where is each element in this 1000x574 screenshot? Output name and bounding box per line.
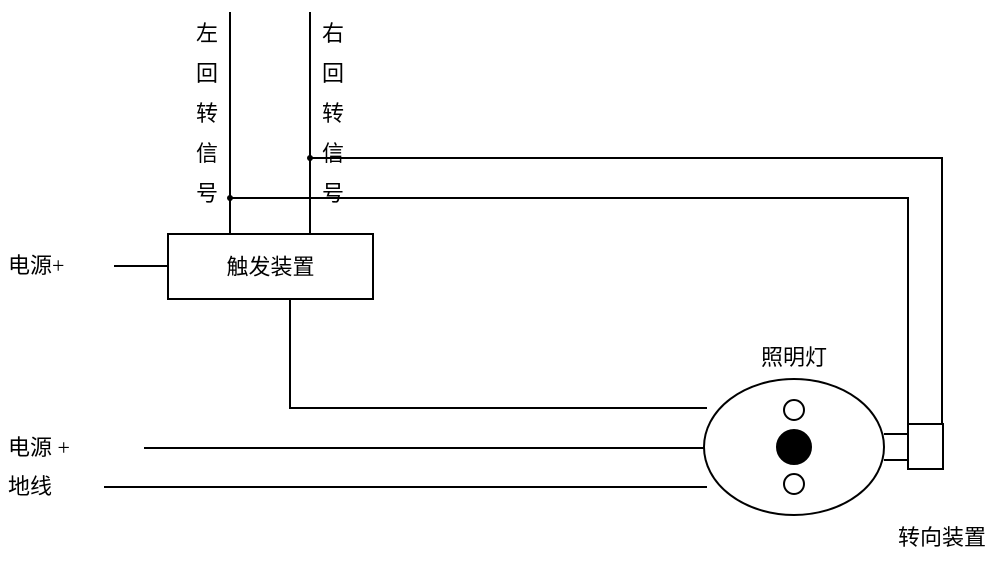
lighting-lamp-label: 照明灯 [761,345,827,370]
steering-device-label: 转向装置 [898,525,986,550]
lamp-indicator-1 [777,430,811,464]
trigger-to-lamp-wire [290,299,707,408]
lamp-indicator-0 [784,400,804,420]
right-return-signal-char-1: 回 [322,61,344,86]
power-plus-bottom-label: 电源 + [8,435,70,460]
right-return-signal-char-4: 号 [322,181,344,206]
left-return-signal-char-2: 转 [196,101,218,126]
right-return-signal-char-3: 信 [322,141,344,166]
right-return-signal-char-2: 转 [322,101,344,126]
junction-left [227,195,233,201]
right-return-signal-char-0: 右 [322,21,344,46]
left-return-signal-char-0: 左 [196,21,218,46]
left-return-signal-char-1: 回 [196,61,218,86]
lamp-indicator-2 [784,474,804,494]
left-return-signal-char-3: 信 [196,141,218,166]
left-return-signal-char-4: 号 [196,181,218,206]
junction-right [307,155,313,161]
ground-label: 地线 [8,474,52,499]
steering-device-box [908,424,943,469]
power-plus-top-label: 电源+ [8,253,64,278]
trigger-device-label: 触发装置 [226,255,314,280]
